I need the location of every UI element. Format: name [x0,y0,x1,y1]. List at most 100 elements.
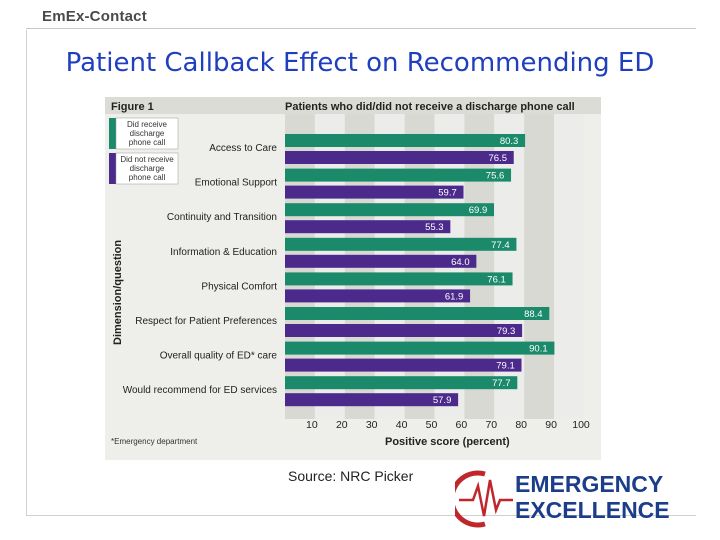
value-label: 64.0 [451,257,470,268]
chart-title: Patients who did/did not receive a disch… [285,101,575,113]
value-label-bg [464,204,493,216]
figure-label: Figure 1 [111,101,154,113]
bar [285,272,513,286]
bar [285,393,459,407]
value-label: 80.3 [500,136,519,147]
legend-swatch [109,118,116,149]
y-axis-label: Dimension/question [112,240,124,345]
bar [285,237,517,251]
legend-swatch [109,153,116,184]
legend-label-line: discharge [130,129,165,138]
value-label: 90.1 [529,344,548,355]
value-label: 88.4 [524,309,543,320]
x-tick-labels: 10 20 30 40 50 60 70 80 90 100 [306,419,590,431]
bar [285,376,518,390]
source-caption: Source: NRC Picker [288,468,414,484]
x-tick-label: 100 [572,419,590,431]
value-label-bg [420,221,449,233]
x-axis-label: Positive score (percent) [385,436,510,448]
value-label-bg [481,169,510,181]
category-labels: Access to Care Emotional Support Continuit… [123,143,278,396]
figure-header-strip [105,97,601,114]
value-label-bg [433,186,462,198]
bar [285,185,464,199]
value-label-bg [487,377,516,389]
value-label-bg [492,325,521,336]
value-label: 77.4 [491,240,510,251]
bars: 80.3 76.5 75.6 59.7 69.9 55.3 77.4 64.0 76.1 61.9… [285,134,555,407]
bar [285,358,522,372]
x-tick-label: 30 [366,419,378,431]
logo-line2: EXCELLENCE [515,497,670,523]
category-label: Physical Comfort [201,281,277,292]
value-label: 76.5 [488,153,507,164]
legend-box [115,152,179,185]
logo-graphic: EMERGENCY EXCELLENCE [449,470,670,528]
value-label: 75.6 [486,171,505,182]
category-label: Would recommend for ED services [123,385,277,396]
bar [285,168,512,182]
grid-band [554,114,584,419]
legend-label: Did not receive discharge phone call [120,155,174,182]
legend-label-line: discharge [130,164,165,173]
legend-label-line: Did receive [127,120,168,129]
value-label-bg [491,359,520,371]
value-label: 76.1 [487,274,506,285]
legend-label: Did receive discharge phone call [127,120,168,147]
x-tick-label: 80 [515,419,527,431]
frame-bottom-rule [26,515,696,516]
category-label: Overall quality of ED* care [160,351,278,362]
value-label: 57.9 [433,395,452,406]
x-tick-label: 60 [456,419,468,431]
bar [285,151,514,164]
bar [285,289,471,303]
value-label-bg [482,273,511,285]
category-label: Information & Education [170,247,277,258]
bar [285,134,526,147]
emergency-excellence-logo: EMERGENCY EXCELLENCE [449,462,680,537]
heartbeat-icon [459,479,513,517]
footnote: *Emergency department [111,437,198,446]
value-label-bg [486,238,515,250]
category-label: Access to Care [209,143,277,154]
category-label: Continuity and Transition [167,212,277,223]
value-label-bg [524,342,553,354]
value-label: 79.1 [496,361,515,372]
x-tick-label: 70 [485,419,497,431]
figure-panel: Figure 1 Patients who did/did not receiv… [105,97,601,460]
value-label: 59.7 [438,188,457,199]
value-label-bg [440,290,469,302]
legend-label-line: phone call [129,173,166,182]
bar [285,254,477,268]
bar-chart: Figure 1 Patients who did/did not receiv… [105,97,601,448]
frame-left-rule [26,30,27,516]
value-label: 69.9 [469,205,488,216]
value-label-bg [519,308,548,319]
x-tick-label: 40 [396,419,408,431]
x-tick-label: 90 [545,419,557,431]
header-divider [26,28,696,29]
category-label: Emotional Support [195,178,277,189]
brand-header: EmEx-Contact [42,8,147,25]
value-label: 55.3 [425,222,444,233]
value-label: 79.3 [497,326,516,337]
legend-label-line: Did not receive [120,155,174,164]
logo-line1: EMERGENCY [515,471,663,497]
value-label-bg [446,255,475,267]
slide-title: Patient Callback Effect on Recommending … [65,48,655,78]
bar [285,324,523,337]
bar [285,220,451,234]
bar [285,307,550,320]
bar [285,203,495,217]
value-label: 61.9 [445,291,464,302]
value-label: 77.7 [492,378,511,389]
grid-band [524,114,555,419]
bar [285,341,555,355]
category-label: Respect for Patient Preferences [135,316,277,327]
legend-box [115,117,179,150]
x-tick-label: 50 [426,419,438,431]
value-label-bg [495,135,524,146]
x-tick-label: 20 [336,419,348,431]
value-label-bg [483,152,512,163]
